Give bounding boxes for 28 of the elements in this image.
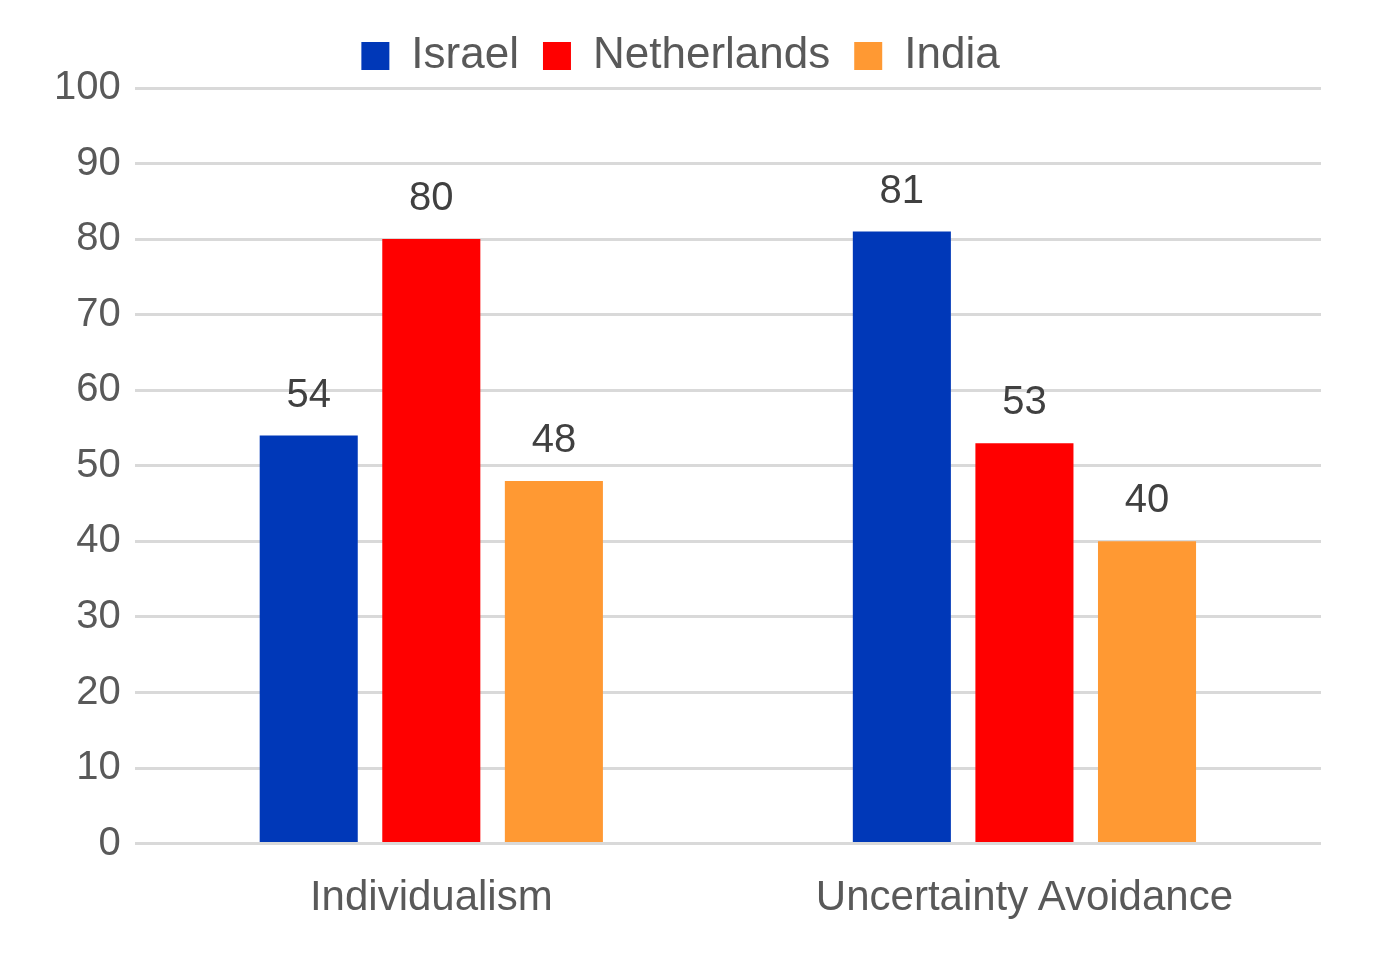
y-tick-label: 70 [76,289,121,334]
legend-label: Israel [411,28,519,78]
bar [852,231,951,843]
y-tick-label: 90 [76,138,121,183]
data-label: 80 [409,174,454,219]
y-tick-label: 20 [76,667,121,712]
y-tick-label: 50 [76,440,121,485]
data-label: 40 [1124,476,1170,521]
y-tick-label: 80 [76,214,121,259]
data-label: 54 [286,370,331,415]
x-tick-label: Individualism [309,872,553,920]
bar [1097,541,1197,843]
y-tick-label: 40 [76,516,121,561]
data-label: 81 [879,166,925,211]
bar [259,435,358,843]
x-tick-label: Uncertainty Avoidance [815,872,1234,920]
y-tick-label: 30 [76,591,121,636]
y-tick-label: 0 [98,818,121,863]
y-tick-label: 100 [53,63,121,108]
legend-label: Netherlands [592,28,831,78]
data-label: 48 [531,415,577,460]
y-tick-label: 10 [76,743,121,788]
bar [382,239,481,843]
data-label: 53 [1002,378,1047,423]
bar [975,443,1074,843]
bar [504,480,603,843]
y-tick-label: 60 [76,365,121,410]
legend-label: India [904,28,1001,78]
